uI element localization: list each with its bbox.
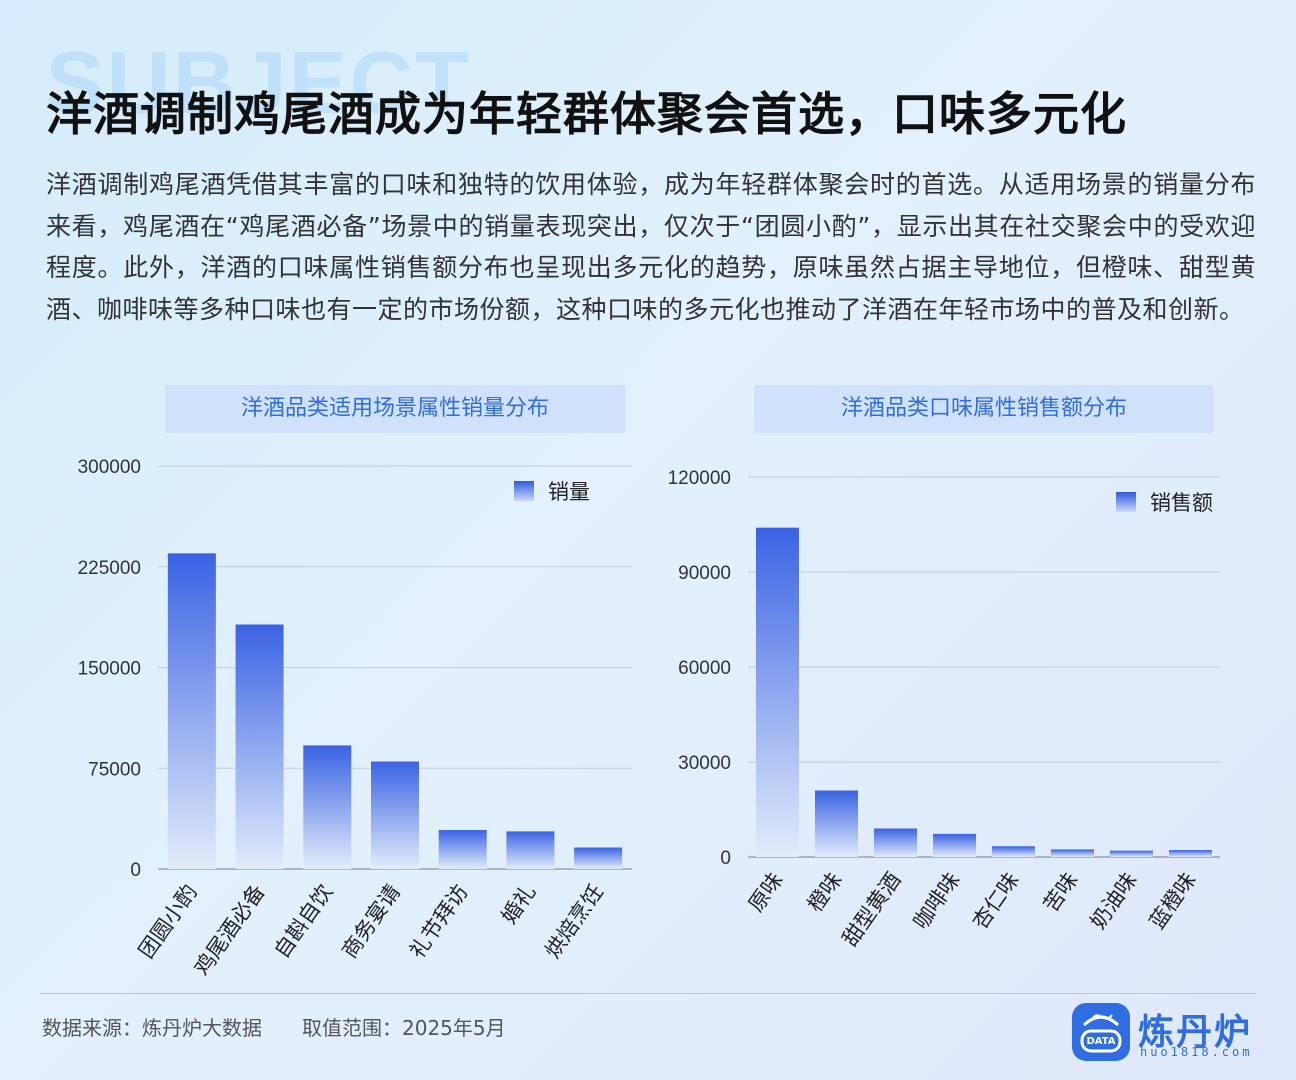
chart2-category-label: 原味	[744, 868, 788, 916]
chart1-category-label: 自斟自饮	[270, 880, 338, 963]
chart1-legend-swatch	[514, 481, 534, 501]
chart1-y-tick-label: 75000	[88, 759, 141, 780]
chart2-y-tick-label: 120000	[668, 468, 731, 489]
chart2-bar	[815, 790, 858, 857]
chart1-category-label: 礼节拜访	[405, 880, 473, 963]
footer-divider	[40, 993, 1256, 994]
chart1-bar	[506, 831, 555, 869]
chart1-y-tick-label: 150000	[78, 659, 141, 680]
logo-url: huo1818.com	[1140, 1045, 1253, 1059]
chart1-category-label: 鸡尾酒必备	[190, 880, 270, 980]
chart2-legend-label: 销售额	[1150, 491, 1213, 515]
chart2-category-label: 奶油味	[1086, 868, 1142, 933]
chart2-category-label: 甜型黄酒	[838, 868, 906, 951]
chart1-y-tick-label: 225000	[78, 558, 141, 579]
chart2-legend-swatch	[1116, 492, 1136, 512]
data-source-note: 数据来源：炼丹炉大数据 取值范围：2025年5月	[42, 1016, 506, 1040]
chart1-category-label: 商务宴请	[337, 880, 405, 963]
chart2-y-tick-label: 60000	[678, 658, 731, 679]
logo-badge-icon: DATA	[1072, 1003, 1130, 1061]
chart1-y-tick-label: 0	[130, 860, 141, 881]
page-title: 洋酒调制鸡尾酒成为年轻群体聚会首选，口味多元化	[46, 87, 1127, 141]
chart2-category-label: 蓝橙味	[1145, 868, 1201, 933]
chart2-bar	[874, 828, 917, 857]
chart2-bar	[1169, 850, 1212, 857]
furnace-icon	[1080, 1014, 1122, 1053]
chart2-bar	[992, 846, 1035, 857]
chart1-bar	[167, 553, 216, 869]
chart1-y-tick-label: 300000	[78, 457, 141, 478]
chart2-y-tick-label: 30000	[678, 753, 731, 774]
chart1-category-label: 烘焙烹饪	[540, 880, 608, 963]
background-watermark-word: SUBJECT	[46, 33, 471, 132]
chart2-y-tick-label: 90000	[678, 563, 731, 584]
chart2-category-label: 苦味	[1039, 868, 1083, 916]
chart1-bar	[235, 624, 284, 869]
chart2-bar	[1051, 849, 1094, 857]
chart1-bar	[371, 761, 419, 869]
chart2-category-label: 杏仁味	[968, 868, 1024, 933]
chart1-bar	[303, 745, 352, 869]
logo-badge-label: DATA	[1086, 1036, 1116, 1047]
chart2-category-label: 橙味	[803, 868, 847, 916]
chart1-bar	[574, 847, 623, 869]
chart2-y-tick-label: 0	[720, 848, 731, 869]
page-description: 洋酒调制鸡尾酒凭借其丰富的口味和独特的饮用体验，成为年轻群体聚会时的首选。从适用…	[46, 170, 1256, 324]
chart2-bar	[1110, 850, 1153, 857]
chart2-bar	[933, 833, 976, 857]
chart1-bar	[438, 830, 487, 869]
chart1-legend-label: 销量	[548, 480, 590, 504]
chart1-title: 洋酒品类适用场景属性销量分布	[165, 385, 625, 433]
chart1-category-label: 婚礼	[497, 880, 541, 928]
logo-name: 炼丹炉	[1138, 1012, 1253, 1053]
chart2-bar	[756, 527, 799, 857]
chart2-category-label: 咖啡味	[909, 868, 965, 933]
chart1-category-label: 团圆小酌	[134, 880, 202, 963]
chart2-title: 洋酒品类口味属性销售额分布	[754, 385, 1214, 433]
brand-logo: DATA 炼丹炉 huo1818.com	[1072, 1003, 1262, 1063]
